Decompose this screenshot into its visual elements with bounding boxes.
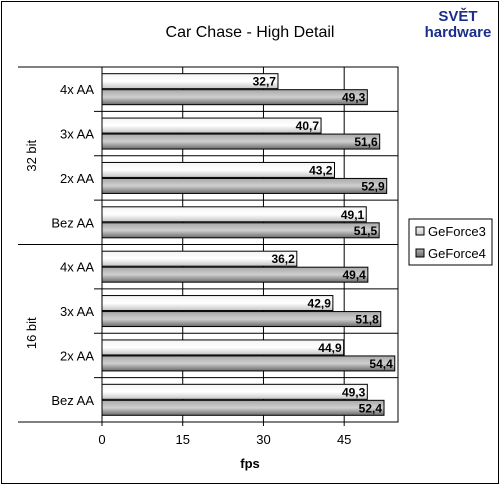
legend-label-geforce3: GeForce3 (428, 224, 486, 239)
group-label: 32 bit (24, 139, 39, 171)
bars (101, 73, 396, 416)
data-label-geforce4: 49,4 (343, 268, 367, 282)
category-label: Bez AA (51, 393, 94, 408)
axes: 0 15 30 45 (18, 66, 351, 447)
bar-geforce3 (101, 339, 345, 356)
bar-geforce4 (101, 133, 381, 150)
data-label-geforce4: 49,3 (342, 91, 366, 105)
data-label-geforce4: 54,4 (369, 357, 393, 371)
data-label-geforce4: 51,8 (355, 313, 379, 327)
logo-line2: hardware (425, 24, 492, 41)
bar-geforce3 (101, 117, 322, 134)
bar-geforce4 (101, 311, 382, 328)
data-label-geforce3: 43,2 (309, 163, 333, 177)
x-tick-label: 0 (98, 432, 105, 447)
data-label-geforce4: 51,6 (354, 135, 378, 149)
category-label: 2x AA (60, 171, 94, 186)
category-label: 2x AA (60, 348, 94, 363)
bar-geforce3 (101, 250, 298, 267)
data-label-geforce4: 52,9 (361, 179, 385, 193)
category-label: Bez AA (51, 215, 94, 230)
data-label-geforce3: 42,9 (308, 297, 332, 311)
data-label-geforce3: 44,9 (318, 341, 342, 355)
bar-geforce3 (101, 383, 368, 400)
data-label-geforce4: 51,5 (354, 224, 378, 238)
category-label: 3x AA (60, 304, 94, 319)
data-label-geforce3: 49,1 (341, 208, 365, 222)
data-labels: 32,7 49,3 40,7 51,6 43,2 52,9 49,1 51,5 36,2 49,4… (253, 75, 393, 416)
logo: SVĚT hardware (425, 7, 492, 41)
data-label-geforce3: 49,3 (342, 385, 366, 399)
x-tick-label: 45 (337, 432, 351, 447)
data-label-geforce4: 52,4 (359, 401, 383, 415)
legend-swatch-geforce4 (415, 248, 425, 258)
bar-geforce4 (101, 177, 388, 194)
data-label-geforce3: 40,7 (296, 119, 320, 133)
legend: GeForce3 GeForce4 (408, 218, 493, 266)
logo-line1: SVĚT (438, 7, 477, 25)
bar-geforce3 (101, 161, 335, 178)
data-label-geforce3: 32,7 (253, 75, 277, 89)
category-labels: 4x AA 3x AA 2x AA Bez AA 4x AA 3x AA 2x AA Bez … (24, 82, 94, 408)
x-tick-label: 15 (175, 432, 189, 447)
legend-swatch-geforce3 (415, 226, 425, 236)
bar-geforce4 (101, 355, 396, 372)
category-label: 3x AA (60, 127, 94, 142)
category-label: 4x AA (60, 82, 94, 97)
legend-label-geforce4: GeForce4 (428, 246, 486, 261)
group-label: 16 bit (24, 317, 39, 349)
bar-geforce4 (101, 399, 385, 416)
chart-title: Car Chase - High Detail (166, 24, 335, 41)
bar-geforce4 (101, 222, 380, 239)
bar-geforce3 (101, 206, 367, 223)
category-label: 4x AA (60, 260, 94, 275)
bar-geforce4 (101, 266, 369, 283)
x-axis-label: fps (240, 456, 260, 471)
x-tick-label: 30 (256, 432, 270, 447)
bar-geforce4 (101, 89, 368, 106)
bar-geforce3 (101, 295, 334, 312)
bar-geforce3 (101, 73, 279, 90)
data-label-geforce3: 36,2 (271, 252, 295, 266)
